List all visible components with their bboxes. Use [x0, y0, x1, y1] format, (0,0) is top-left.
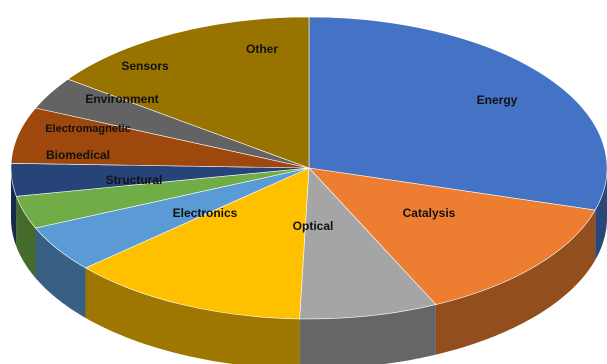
pie-tops	[10, 16, 607, 320]
slice-label-optical: Optical	[293, 219, 334, 233]
slice-label-electromagnetic: Electromagnetic	[45, 123, 131, 135]
pie-sides	[11, 168, 607, 364]
slice-label-catalysis: Catalysis	[403, 206, 456, 220]
pie-side-optical	[299, 304, 436, 364]
pie-side-biomedical	[16, 196, 36, 278]
pie-side-structural	[35, 228, 86, 318]
pie-slice-electronics	[84, 167, 310, 320]
pie-slice-catalysis	[308, 167, 596, 305]
slice-label-other: Other	[246, 42, 278, 56]
slice-label-environment: Environment	[85, 92, 158, 106]
slice-label-energy: Energy	[477, 93, 518, 107]
slice-label-biomedical: Biomedical	[46, 148, 110, 162]
pie-slice-optical	[299, 167, 437, 320]
pie-labels: Energy Catalysis Optical Electronics Structu…	[45, 42, 517, 233]
slice-label-sensors: Sensors	[121, 59, 169, 73]
pie-side-catalysis	[435, 210, 596, 355]
slice-label-electronics: Electronics	[173, 206, 238, 220]
pie-slice-other	[67, 16, 310, 169]
pie-side-electronics	[85, 267, 300, 364]
pie-side-energy	[595, 168, 607, 261]
slice-label-structural: Structural	[106, 173, 163, 187]
pie-side-electromagnetic	[11, 168, 17, 247]
